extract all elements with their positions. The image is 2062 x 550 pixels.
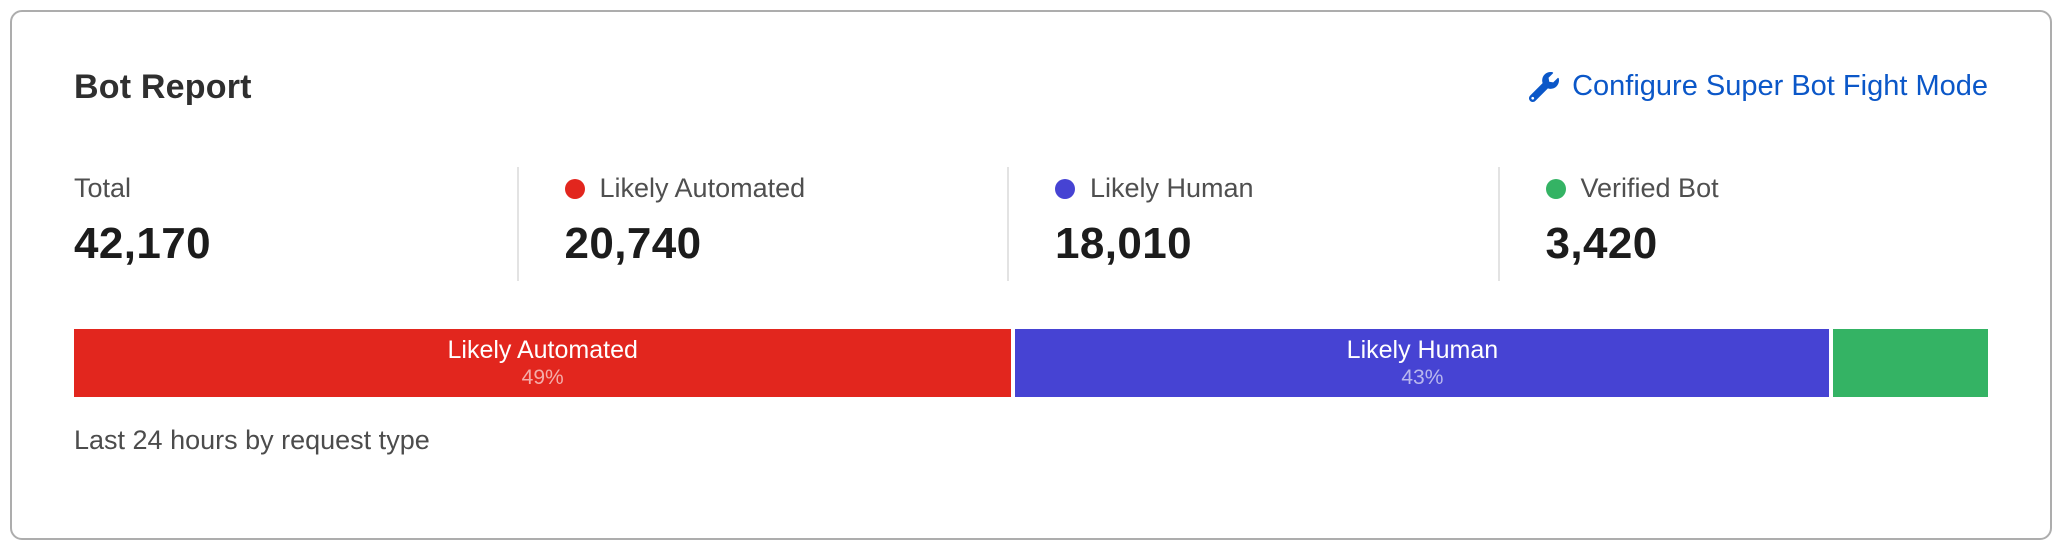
stat-label-row: Likely Automated bbox=[564, 173, 1008, 204]
verified-bot-legend-dot-icon bbox=[1545, 178, 1566, 199]
stat-label: Verified Bot bbox=[1580, 173, 1719, 203]
configure-link-label: Configure Super Bot Fight Mode bbox=[1572, 70, 1988, 102]
bar-segment-label: Likely Human bbox=[1346, 336, 1499, 365]
stat-likely-automated: Likely Automated 20,740 bbox=[516, 167, 1008, 281]
stat-likely-human: Likely Human 18,010 bbox=[1007, 167, 1498, 281]
stat-label-row: Verified Bot bbox=[1545, 173, 1989, 204]
bar-segment-percentage: 43% bbox=[1401, 366, 1444, 390]
page-title: Bot Report bbox=[74, 68, 252, 106]
stat-value: 42,170 bbox=[74, 219, 211, 268]
card-header: Bot Report Configure Super Bot Fight Mod… bbox=[74, 62, 1988, 107]
bar-segment-likely-human: Likely Human 43% bbox=[1015, 329, 1830, 397]
caption: Last 24 hours by request type bbox=[74, 425, 430, 455]
stat-value: 20,740 bbox=[564, 219, 702, 268]
stat-total: Total 42,170 bbox=[74, 167, 517, 281]
stat-label: Likely Human bbox=[1090, 173, 1254, 203]
bot-report-card: Bot Report Configure Super Bot Fight Mod… bbox=[10, 10, 2052, 540]
bar-segment-likely-automated: Likely Automated 49% bbox=[74, 329, 1012, 397]
stacked-bar: Likely Automated 49% Likely Human 43% bbox=[74, 329, 1988, 397]
stats-row: Total 42,170 Likely Automated 20,740 Likely … bbox=[74, 167, 1988, 281]
stat-verified-bot: Verified Bot 3,420 bbox=[1497, 167, 1989, 281]
likely-automated-legend-dot-icon bbox=[564, 178, 585, 199]
bar-segment-verified-bot bbox=[1833, 329, 1988, 397]
stat-value: 18,010 bbox=[1055, 219, 1192, 268]
stat-label-row: Likely Human bbox=[1055, 173, 1498, 204]
bar-segment-percentage: 49% bbox=[521, 366, 564, 390]
configure-super-bot-fight-mode-link[interactable]: Configure Super Bot Fight Mode bbox=[1529, 70, 1988, 103]
likely-human-legend-dot-icon bbox=[1055, 178, 1075, 199]
stat-label: Likely Automated bbox=[599, 173, 806, 203]
wrench-icon bbox=[1529, 71, 1560, 102]
bar-segment-label: Likely Automated bbox=[447, 336, 638, 365]
stat-label: Total bbox=[74, 173, 132, 203]
stat-value: 3,420 bbox=[1545, 219, 1658, 268]
stat-label-row: Total bbox=[74, 173, 517, 204]
